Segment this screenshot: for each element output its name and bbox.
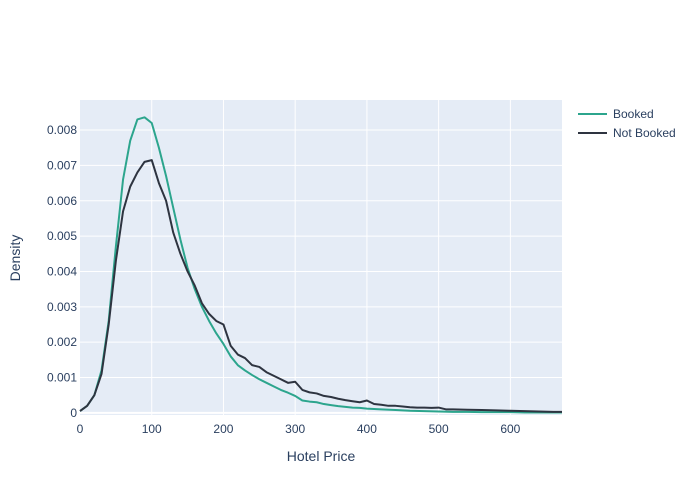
y-tick-label: 0 <box>70 406 77 420</box>
y-tick-label: 0.003 <box>47 300 77 314</box>
series-lines <box>79 116 562 414</box>
y-axis-title: Density <box>7 235 23 282</box>
x-tick-labels: 0 100 200 300 400 500 600 <box>77 422 521 436</box>
x-tick-label: 0 <box>77 422 84 436</box>
legend-item-booked[interactable]: Booked <box>578 107 654 121</box>
legend-item-not-booked[interactable]: Not Booked <box>578 126 676 140</box>
y-tick-label: 0.002 <box>47 335 77 349</box>
legend-label-not-booked: Not Booked <box>613 126 676 140</box>
x-tick-label: 200 <box>213 422 233 436</box>
series-line-booked[interactable] <box>79 116 562 414</box>
y-tick-label: 0.001 <box>47 371 77 385</box>
x-axis-title: Hotel Price <box>287 448 356 464</box>
series-line-not-booked[interactable] <box>79 159 562 413</box>
y-tick-label: 0.004 <box>47 264 77 278</box>
y-tick-labels: 0 0.001 0.002 0.003 0.004 0.005 0.006 0.007 0.00… <box>47 123 77 420</box>
y-tick-label: 0.008 <box>47 123 77 137</box>
x-tick-label: 100 <box>142 422 162 436</box>
y-tick-label: 0.007 <box>47 158 77 172</box>
legend[interactable]: Booked Not Booked <box>578 107 676 140</box>
y-tick-label: 0.006 <box>47 194 77 208</box>
x-tick-label: 600 <box>500 422 520 436</box>
x-tick-label: 500 <box>429 422 449 436</box>
x-tick-label: 300 <box>285 422 305 436</box>
y-tick-label: 0.005 <box>47 229 77 243</box>
x-tick-label: 400 <box>357 422 377 436</box>
gridlines <box>80 100 562 415</box>
legend-label-booked: Booked <box>613 107 654 121</box>
plot-background <box>80 100 562 415</box>
